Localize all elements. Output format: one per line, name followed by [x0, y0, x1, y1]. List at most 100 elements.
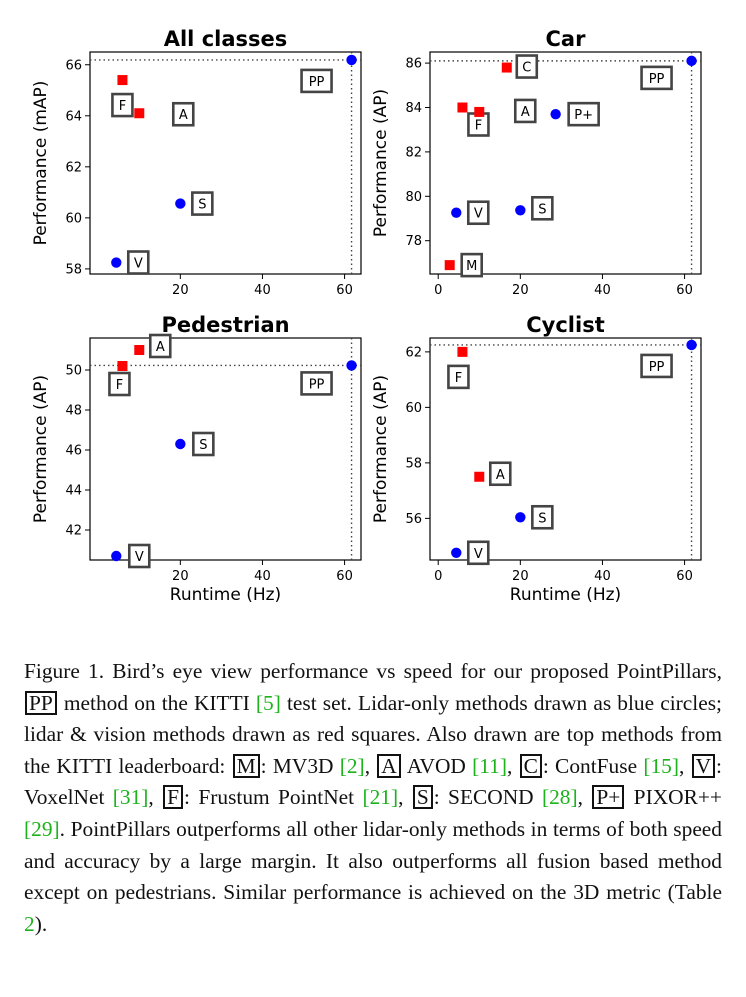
caption-text: PIXOR++ — [625, 785, 722, 810]
x-tick-label: 20 — [172, 283, 189, 298]
table-ref-link[interactable]: 2 — [24, 911, 35, 936]
method-label-box — [300, 371, 333, 396]
x-tick-label: 20 — [172, 569, 189, 584]
caption-box-f: F — [163, 785, 184, 810]
x-tick-label: 20 — [512, 569, 529, 584]
method-label-text: V — [135, 550, 144, 565]
x-tick-label: 0 — [434, 569, 442, 584]
citation-link[interactable]: [11] — [472, 753, 507, 778]
method-label-text: V — [134, 257, 143, 272]
citation-link[interactable]: [15] — [643, 753, 679, 778]
data-point-square — [117, 75, 128, 86]
data-point-circle — [515, 205, 526, 216]
method-label-box — [515, 54, 539, 79]
data-point-circle — [111, 550, 122, 562]
y-tick-label: 86 — [405, 57, 422, 72]
caption-text: , — [148, 785, 163, 810]
y-tick-label: 58 — [65, 262, 82, 277]
method-label-text: F — [116, 378, 123, 393]
method-label-box — [191, 191, 214, 216]
y-tick-label: 64 — [65, 109, 82, 124]
y-tick-label: 58 — [405, 456, 422, 471]
method-label-box — [192, 431, 215, 457]
method-label-text: F — [119, 99, 126, 114]
method-label-box — [300, 68, 333, 94]
y-axis-label: Performance (mAP) — [31, 81, 51, 246]
citation-link[interactable]: [28] — [541, 785, 578, 810]
data-point-circle — [686, 55, 697, 67]
chart-title: All classes — [164, 27, 288, 51]
method-label-box — [466, 540, 490, 566]
method-label-text: PP — [309, 75, 325, 90]
figure-caption: Figure 1. Bird’s eye view performance vs… — [24, 656, 722, 940]
y-tick-label: 42 — [65, 524, 82, 539]
caption-box-p: P+ — [592, 785, 625, 810]
data-point-circle — [451, 547, 462, 558]
method-label-text: C — [522, 61, 531, 76]
method-label-text: P+ — [574, 108, 593, 123]
citation-link[interactable]: [2] — [339, 753, 365, 778]
x-tick-label: 40 — [254, 283, 271, 298]
data-point-circle — [175, 438, 186, 450]
data-point-square — [444, 260, 455, 271]
y-axis-label: Performance (AP) — [371, 89, 391, 237]
data-point-square — [134, 108, 145, 119]
x-tick-label: 60 — [336, 283, 353, 298]
method-label-box — [126, 250, 150, 275]
data-point-circle — [686, 339, 697, 351]
caption-figure-label: Figure 1. — [24, 659, 105, 683]
caption-box-c: C — [519, 753, 542, 778]
citation-link[interactable]: [31] — [112, 785, 149, 810]
method-label-text: A — [156, 340, 165, 355]
caption-text: test set. Lidar-only methods drawn as bl… — [24, 690, 723, 778]
method-label-text: A — [496, 468, 505, 483]
chart-panel: All classes Performance (mAP) 20 40 60 58 60 62… — [31, 27, 362, 298]
chart-panel: Car Performance (AP) 0 20 40 60 78 80 82 84 86 C F A P… — [371, 27, 702, 298]
y-tick-label: 78 — [405, 234, 422, 249]
chart-title: Pedestrian — [161, 313, 289, 337]
method-label-box — [127, 543, 151, 569]
y-tick-label: 44 — [65, 484, 82, 499]
x-tick-label: 40 — [254, 569, 271, 584]
caption-text: , — [678, 753, 691, 778]
method-label-box — [171, 101, 195, 127]
plot-frame — [89, 337, 362, 561]
method-label-box — [488, 461, 512, 487]
y-axis-label: Performance (AP) — [31, 375, 51, 523]
y-tick-label: 50 — [65, 364, 82, 379]
y-tick-label: 62 — [405, 345, 422, 360]
data-point-square — [501, 62, 512, 73]
data-point-circle — [111, 257, 122, 268]
x-tick-label: 60 — [336, 569, 353, 584]
method-label-box — [447, 364, 470, 390]
method-label-text: PP — [309, 377, 325, 392]
citation-link[interactable]: [5] — [255, 690, 281, 715]
method-label-text: S — [538, 511, 546, 526]
method-label-box — [531, 504, 554, 530]
citation-link[interactable]: [29] — [24, 816, 60, 841]
method-label-text: S — [199, 438, 207, 453]
method-label-box — [148, 333, 172, 359]
y-tick-label: 60 — [65, 211, 82, 226]
data-point-circle — [515, 512, 526, 523]
caption-box-pp: PP — [25, 690, 57, 715]
caption-text: Bird’s eye view performance vs speed for… — [104, 659, 722, 683]
x-tick-label: 60 — [676, 569, 693, 584]
method-label-text: A — [521, 105, 530, 120]
method-label-text: PP — [649, 72, 665, 87]
chart-panel: Cyclist Performance (AP) Runtime (Hz) 0 20 40… — [371, 313, 702, 605]
plot-frame — [429, 337, 702, 561]
data-point-circle — [346, 360, 357, 371]
caption-text: , — [506, 753, 519, 778]
method-label-text: S — [198, 198, 206, 213]
caption-text: : MV3D — [260, 753, 340, 778]
method-label-text: A — [179, 108, 188, 123]
x-axis-label: Runtime (Hz) — [510, 585, 621, 605]
y-tick-label: 66 — [65, 58, 82, 73]
y-axis-label: Performance (AP) — [371, 375, 391, 523]
citation-link[interactable]: [21] — [362, 785, 399, 810]
method-label-box — [567, 101, 600, 127]
caption-text: , — [364, 753, 377, 778]
y-tick-label: 48 — [65, 404, 82, 419]
method-label-text: F — [475, 119, 482, 134]
